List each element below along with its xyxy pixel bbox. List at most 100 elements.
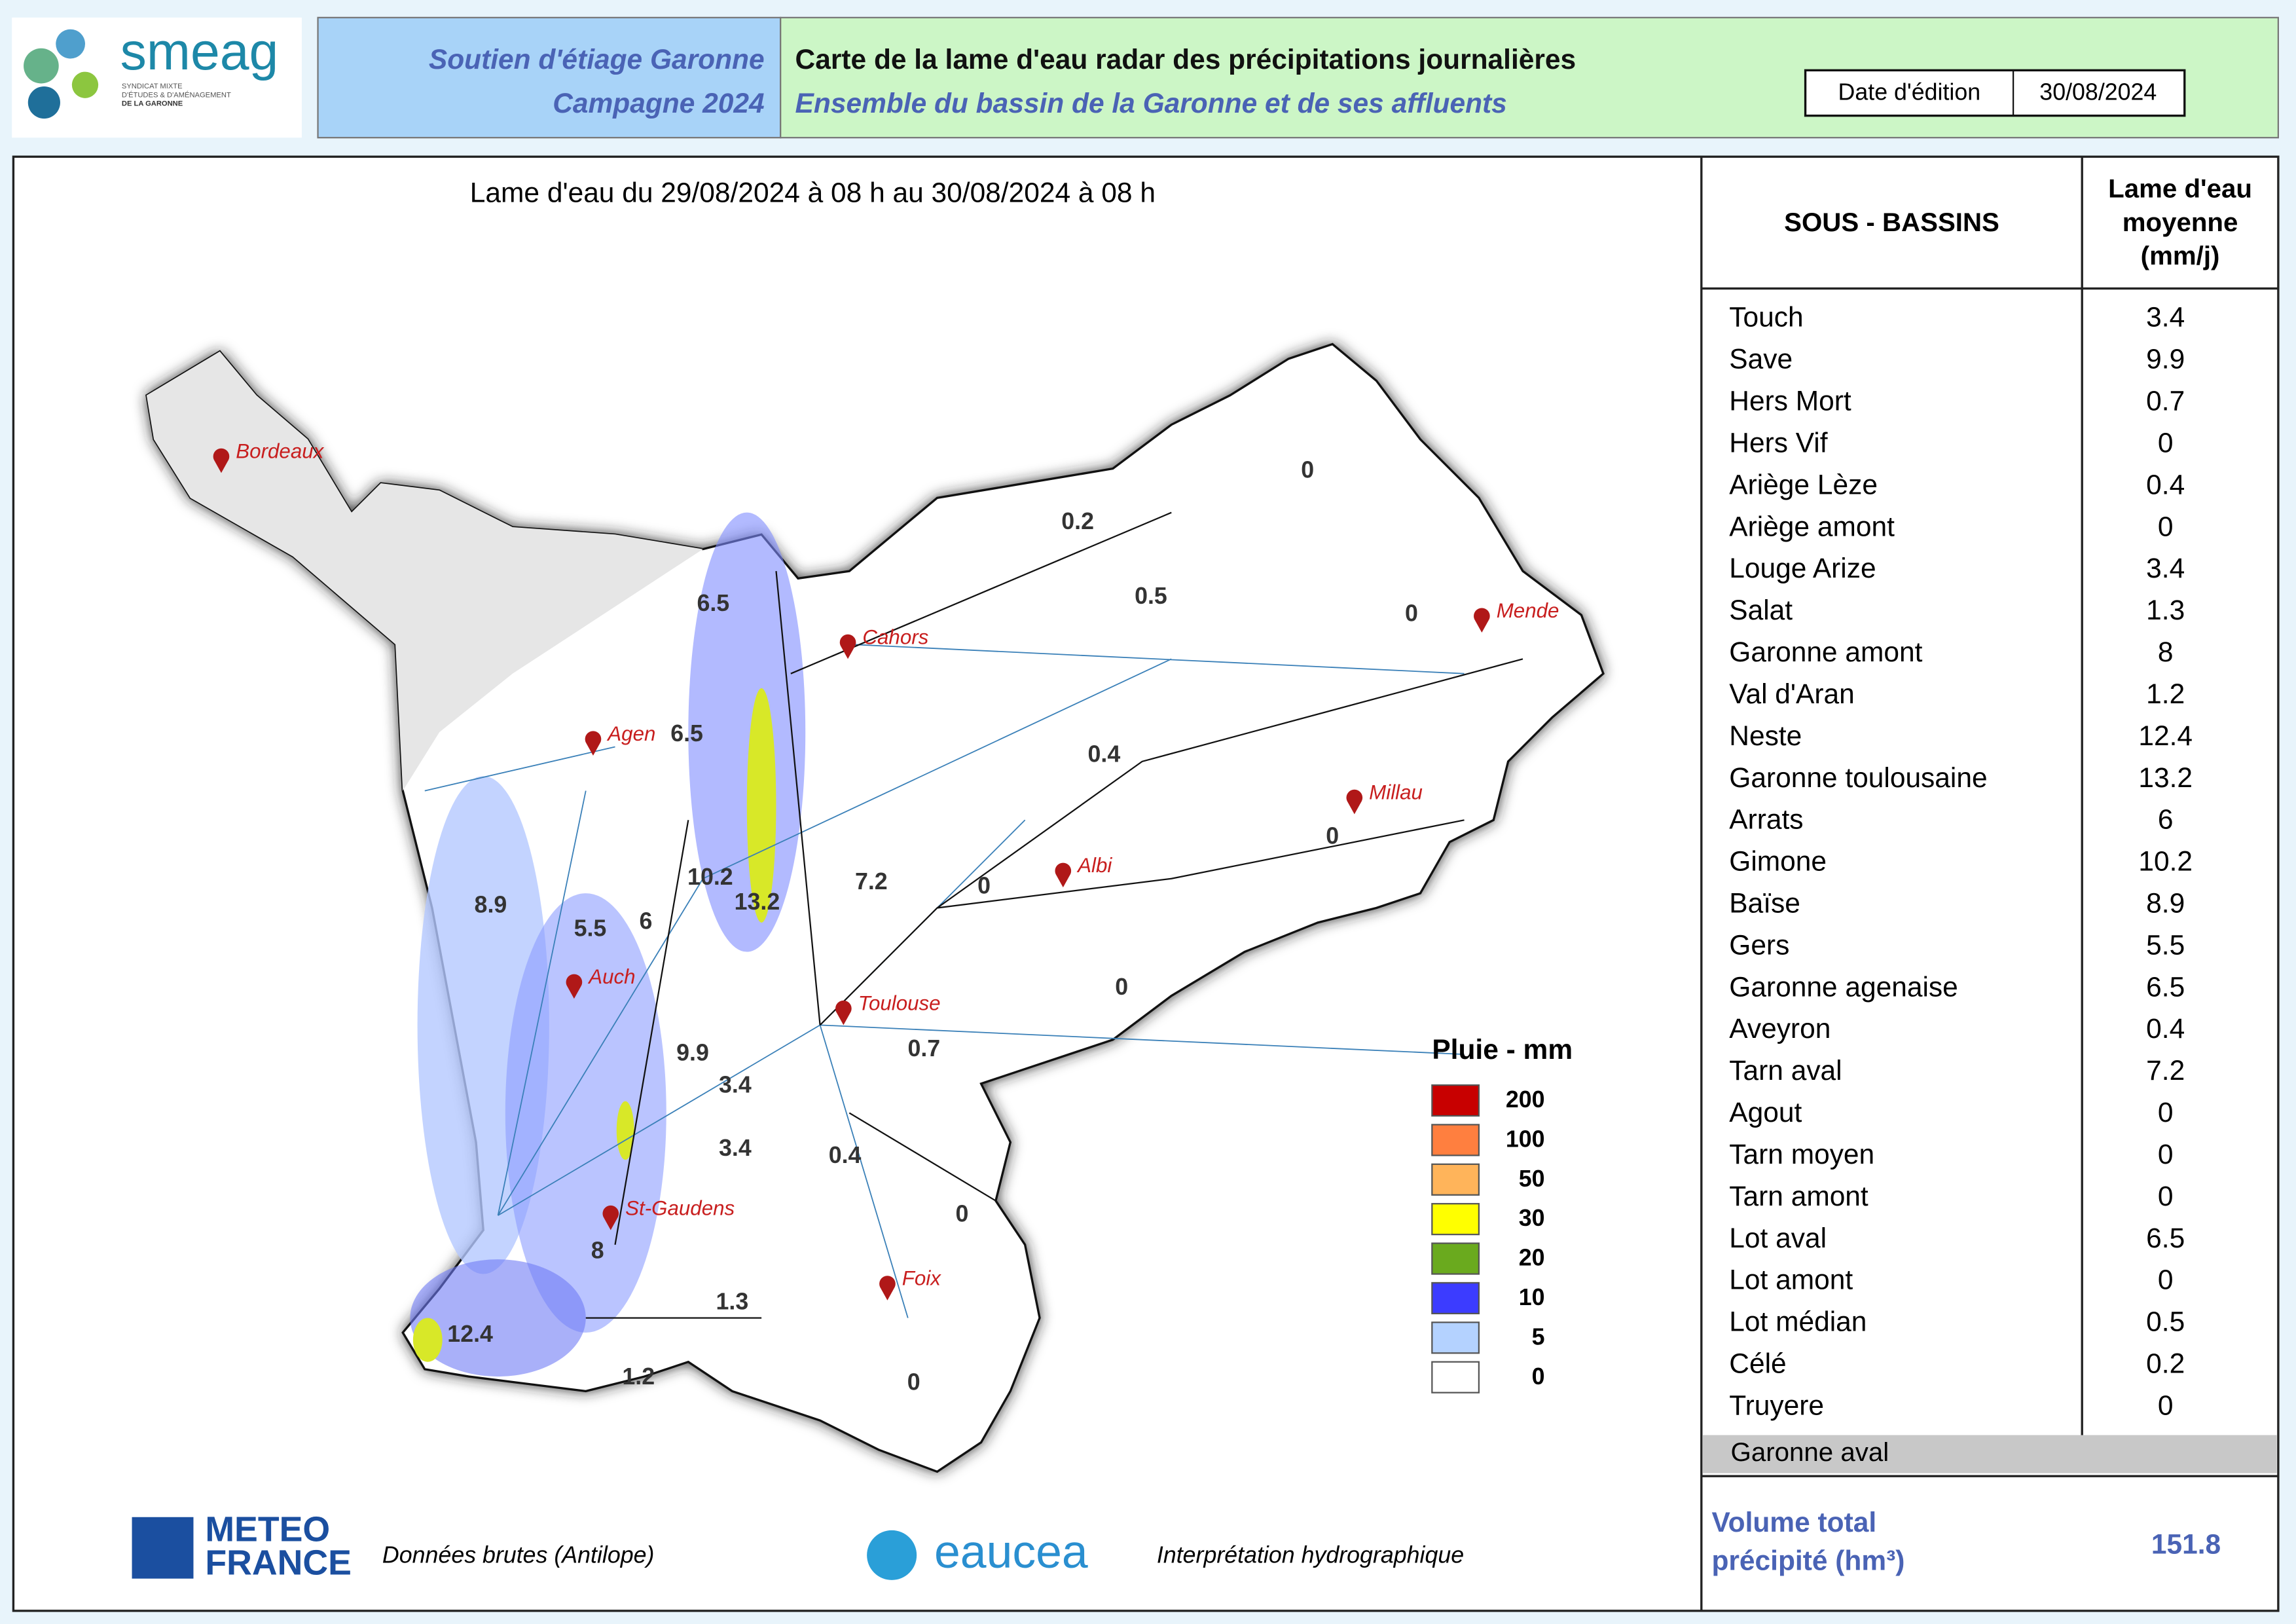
legend-label: 0 xyxy=(1532,1363,1545,1390)
basin-value: 6.5 xyxy=(670,720,703,747)
legend-swatch xyxy=(1431,1124,1480,1156)
row-value: 0 xyxy=(2158,1098,2174,1128)
basin-value: 0 xyxy=(1301,457,1314,483)
basin-value: 6.5 xyxy=(697,590,729,616)
basin-value: 3.4 xyxy=(719,1072,752,1098)
row-value: 0.4 xyxy=(2146,1014,2185,1044)
city-label: St-Gaudens xyxy=(625,1196,735,1219)
city-marker xyxy=(1055,862,1072,888)
legend-swatch xyxy=(1431,1242,1480,1275)
basin-value: 1.3 xyxy=(716,1289,749,1315)
row-name: Tarn amont xyxy=(1729,1181,1868,1212)
row-name: Gers xyxy=(1729,930,1789,961)
table-header: SOUS - BASSINS xyxy=(1784,208,1999,237)
title: Carte de la lame d'eau radar des précipi… xyxy=(795,45,1576,75)
row-value: 6 xyxy=(2158,805,2174,836)
legend-swatch xyxy=(1431,1282,1480,1315)
basin-value: 0.4 xyxy=(1088,741,1121,767)
outside-zone xyxy=(146,351,703,791)
basin-value: 0.5 xyxy=(1135,583,1167,609)
rain-patch xyxy=(746,688,776,923)
basin-value: 5.5 xyxy=(574,915,607,941)
city-marker xyxy=(566,974,583,999)
legend-label: 10 xyxy=(1519,1284,1545,1310)
basin-value: 8.9 xyxy=(475,892,507,918)
basin-value: 1.2 xyxy=(622,1363,655,1390)
logo-text: smeag xyxy=(120,22,279,81)
row-value: 0.4 xyxy=(2146,470,2185,500)
row-value: 0 xyxy=(2158,1390,2174,1421)
total-label: précipité (hm³) xyxy=(1711,1545,1904,1576)
date-label: Date d'édition xyxy=(1838,79,1981,105)
rain-patch xyxy=(688,512,806,952)
legend-swatch xyxy=(1431,1321,1480,1354)
logo-icon xyxy=(27,86,60,119)
rain-patch xyxy=(412,1318,443,1362)
row-name: Ariège amont xyxy=(1729,511,1895,542)
rain-patch xyxy=(505,893,666,1333)
row-value: 13.2 xyxy=(2138,763,2193,794)
basin-value: 10.2 xyxy=(687,864,733,890)
rain-patch xyxy=(410,1259,586,1377)
logo-icon xyxy=(24,48,59,84)
row-name: Neste xyxy=(1729,721,1802,752)
legend-label: 200 xyxy=(1506,1086,1545,1113)
row-name: Louge Arize xyxy=(1729,553,1876,584)
meteo-note: Données brutes (Antilope) xyxy=(382,1542,655,1568)
row-value: 0 xyxy=(2158,428,2174,458)
legend-swatch xyxy=(1431,1084,1480,1117)
row-name: Tarn aval xyxy=(1729,1056,1842,1086)
city-marker xyxy=(839,634,856,659)
logo-sub: D'ÉTUDES & D'AMÉNAGEMENT xyxy=(122,90,231,99)
row-value: 7.2 xyxy=(2146,1056,2185,1086)
eaucea-logo xyxy=(867,1530,917,1580)
legend-swatch xyxy=(1431,1361,1480,1393)
row-name: Baïse xyxy=(1729,888,1800,919)
table-header: (mm/j) xyxy=(2141,241,2220,270)
row-name: Garonne amont xyxy=(1729,637,1922,668)
basin-value: 8 xyxy=(591,1237,604,1263)
row-value: 8.9 xyxy=(2146,888,2185,919)
logo-sub: DE LA GARONNE xyxy=(122,100,183,108)
subbasin-borders xyxy=(585,511,1523,1319)
basin-value: 6 xyxy=(640,908,653,934)
basin-value: 0.4 xyxy=(829,1142,862,1168)
basin-value: 0 xyxy=(1326,823,1339,849)
program-box xyxy=(317,16,782,139)
legend-swatch xyxy=(1431,1163,1480,1196)
row-value: 3.4 xyxy=(2146,553,2185,584)
map xyxy=(145,342,1605,1473)
city-marker xyxy=(879,1276,896,1301)
city-marker xyxy=(585,731,602,756)
subtitle: Ensemble du bassin de la Garonne et de s… xyxy=(795,88,1507,119)
row-value: 6.5 xyxy=(2146,972,2185,1003)
basin-value: 12.4 xyxy=(447,1321,493,1347)
basin-value: 0.7 xyxy=(907,1035,940,1061)
city-label: Agen xyxy=(606,722,655,745)
table-header: Lame d'eau xyxy=(2108,174,2252,203)
row-name: Célé xyxy=(1729,1349,1786,1380)
row-name: Hers Vif xyxy=(1729,428,1827,458)
row-value: 0.5 xyxy=(2146,1307,2185,1338)
row-value: 0 xyxy=(2158,511,2174,542)
row-name: Arrats xyxy=(1729,805,1803,836)
city-label: Bordeaux xyxy=(236,439,324,462)
legend-label: 30 xyxy=(1519,1205,1545,1231)
row-value: 0 xyxy=(2158,1139,2174,1170)
city-label: Foix xyxy=(902,1267,941,1290)
row-name: Lot aval xyxy=(1729,1223,1827,1254)
row-name: Aveyron xyxy=(1729,1014,1831,1044)
city-marker xyxy=(1474,608,1490,633)
total-label: Volume total xyxy=(1711,1507,1876,1538)
basin-value: 0 xyxy=(977,873,991,899)
eaucea-text: eaucea xyxy=(934,1526,1088,1578)
city-marker xyxy=(602,1205,619,1230)
basin-value: 0 xyxy=(1115,974,1128,1000)
meteo-text: FRANCE xyxy=(205,1543,352,1583)
basin-value: 9.9 xyxy=(676,1040,709,1066)
row-name: Touch xyxy=(1729,303,1803,333)
row-name: Lot médian xyxy=(1729,1307,1867,1338)
city-label: Mende xyxy=(1497,599,1559,622)
row-value: 9.9 xyxy=(2146,344,2185,375)
